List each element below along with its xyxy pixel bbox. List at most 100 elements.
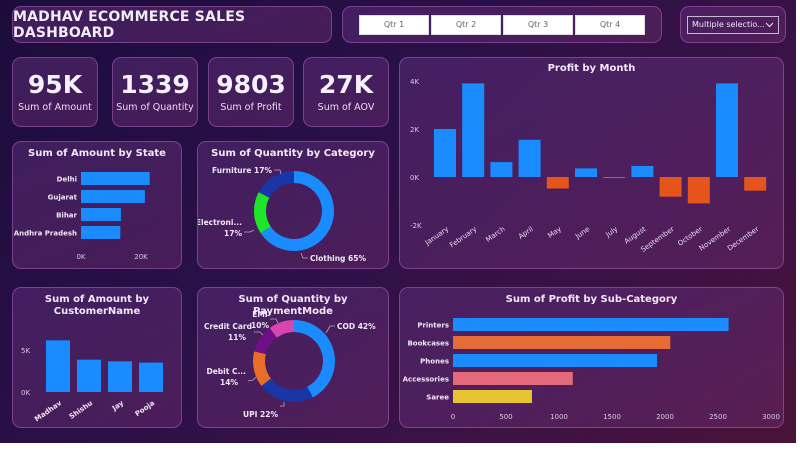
qtr-2-button[interactable]: Qtr 2 <box>431 14 501 35</box>
slice-label-furniture: Furniture 17% <box>212 166 272 175</box>
x-tick-label: August <box>623 225 648 246</box>
amount-by-state-chart: Delhi Gujarat Bihar Andhra Pradesh 0K 20K <box>14 172 150 261</box>
x-tick-label: 20K <box>134 253 148 261</box>
kpi-label: Sum of AOV <box>317 102 375 113</box>
chart-title: Profit by Month <box>547 63 636 74</box>
kpi-label: Sum of Profit <box>220 102 282 113</box>
category-label: Printers <box>417 322 449 330</box>
y-tick-label: 4K <box>410 78 419 86</box>
bar-saree <box>453 390 532 403</box>
dropdown-card: Multiple selectio... <box>680 6 786 43</box>
slice-label-upi: UPI 22% <box>243 410 278 419</box>
bar-andhra-pradesh <box>81 226 121 239</box>
slice-label-emi-pct: 10% <box>251 321 269 330</box>
kpi-value: 27K <box>318 70 374 99</box>
x-tick-label: May <box>546 225 562 240</box>
bar-jay <box>108 361 132 392</box>
slice-emi <box>269 320 294 338</box>
x-tick-label: 1500 <box>603 413 621 421</box>
kpi-aov-card: 27K Sum of AOV <box>303 57 389 127</box>
kpi-value: 95K <box>27 70 83 99</box>
qtr-4-button[interactable]: Qtr 4 <box>575 14 645 35</box>
category-label: Bihar <box>56 212 77 220</box>
quantity-by-category-chart: Clothing 65% Electroni... 17% Furniture 17% <box>198 166 366 263</box>
slice-label-clothing: Clothing 65% <box>310 254 366 263</box>
amount-by-state-card: Sum of Amount by State Delhi Gujarat Bihar… <box>12 141 182 269</box>
slice-label-cod: COD 42% <box>337 322 376 331</box>
category-label: Delhi <box>57 176 77 184</box>
bar-september <box>659 177 682 197</box>
quantity-by-payment-card: Sum of Quantity by PaymentMode COD 42% UP… <box>197 287 389 428</box>
slice-label-emi: EMI <box>252 310 268 319</box>
kpi-label: Sum of Quantity <box>116 102 194 113</box>
bar-april <box>518 139 541 177</box>
slice-label-credit-card-pct: 11% <box>228 333 246 342</box>
bar-august <box>631 165 654 177</box>
bar-delhi <box>81 172 150 185</box>
bar-february <box>462 83 485 177</box>
bar-october <box>687 177 710 204</box>
slice-upi <box>261 378 313 402</box>
quantity-by-payment-chart: COD 42% UPI 22% Debit C... 14% Credit Card 11… <box>204 310 376 419</box>
category-label: Bookcases <box>407 340 449 348</box>
chart-title: Sum of Quantity by PaymentMode <box>238 294 348 317</box>
leader-line <box>325 325 335 334</box>
bar-phones <box>453 354 658 367</box>
category-label: Gujarat <box>48 194 78 202</box>
multi-select-dropdown[interactable]: Multiple selectio... <box>687 15 779 34</box>
leader-line <box>270 318 279 324</box>
y-tick-label: 0K <box>410 174 419 182</box>
slice-label-credit-card: Credit Card <box>204 322 252 331</box>
x-tick-label: 0K <box>76 253 85 261</box>
leader-line <box>244 229 255 233</box>
bar-bihar <box>81 208 121 221</box>
kpi-quantity-card: 1339 Sum of Quantity <box>112 57 198 127</box>
x-tick-label: June <box>573 225 591 241</box>
bar-accessories <box>453 372 573 385</box>
x-tick-label: Madhav <box>33 399 63 424</box>
bar-madhav <box>46 340 70 392</box>
slice-debit-card <box>253 351 271 386</box>
profit-by-month-card: Profit by Month 4K 2K 0K -2K January February… <box>399 57 784 269</box>
category-label: Phones <box>420 358 449 366</box>
leader-line <box>280 402 285 407</box>
quantity-by-category-card: Sum of Quantity by Category Clothing 65%… <box>197 141 389 269</box>
slice-label-electronics-pct: 17% <box>224 229 242 238</box>
slice-credit-card <box>254 327 277 355</box>
kpi-label: Sum of Amount <box>18 102 92 113</box>
qtr-3-button[interactable]: Qtr 3 <box>503 14 573 35</box>
profit-by-subcategory-card: Sum of Profit by Sub-Category Printers Bo… <box>399 287 784 428</box>
leader-line <box>300 252 308 259</box>
kpi-amount-card: 95K Sum of Amount <box>12 57 98 127</box>
bar-december <box>744 177 767 191</box>
qtr-1-button[interactable]: Qtr 1 <box>359 14 429 35</box>
slice-label-debit-card-pct: 14% <box>220 378 238 387</box>
x-tick-label: January <box>423 225 450 247</box>
x-tick-label: July <box>604 225 620 239</box>
chart-title-line-2: CustomerName <box>53 306 141 317</box>
leader-line <box>254 331 264 336</box>
bar-january <box>434 129 456 177</box>
category-label: Saree <box>426 394 449 402</box>
bar-november <box>716 83 738 177</box>
y-tick-label: 2K <box>410 126 419 134</box>
slice-label-electronics: Electroni... <box>198 218 242 227</box>
category-label: Andhra Pradesh <box>14 230 77 238</box>
slice-furniture <box>258 171 294 198</box>
y-tick-label: 0K <box>21 389 30 397</box>
bar-shishu <box>77 359 101 392</box>
dashboard-title: MADHAV ECOMMERCE SALES DASHBOARD <box>13 8 246 41</box>
x-tick-label: Shishu <box>68 399 94 421</box>
bar-gujarat <box>81 190 145 203</box>
x-tick-label: December <box>726 225 760 252</box>
bar-july <box>603 177 626 178</box>
chart-title: Sum of Quantity by Category <box>211 148 375 159</box>
bar-march <box>490 162 513 177</box>
x-tick-label: Pooja <box>134 399 157 418</box>
bar-bookcases <box>453 336 671 349</box>
bar-printers <box>453 318 729 331</box>
slice-electronics <box>254 192 271 234</box>
chart-title: Sum of Amount by State <box>28 148 166 159</box>
